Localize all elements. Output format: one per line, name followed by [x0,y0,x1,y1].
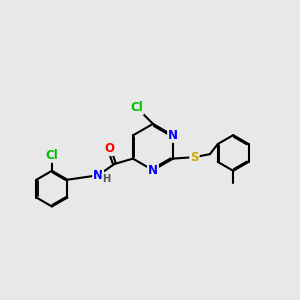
Text: O: O [104,142,114,155]
Text: Cl: Cl [46,149,58,162]
Text: S: S [190,151,199,164]
Text: Cl: Cl [130,101,143,114]
Text: H: H [102,174,111,184]
Text: N: N [168,129,178,142]
Text: N: N [93,169,103,182]
Text: N: N [148,164,158,177]
